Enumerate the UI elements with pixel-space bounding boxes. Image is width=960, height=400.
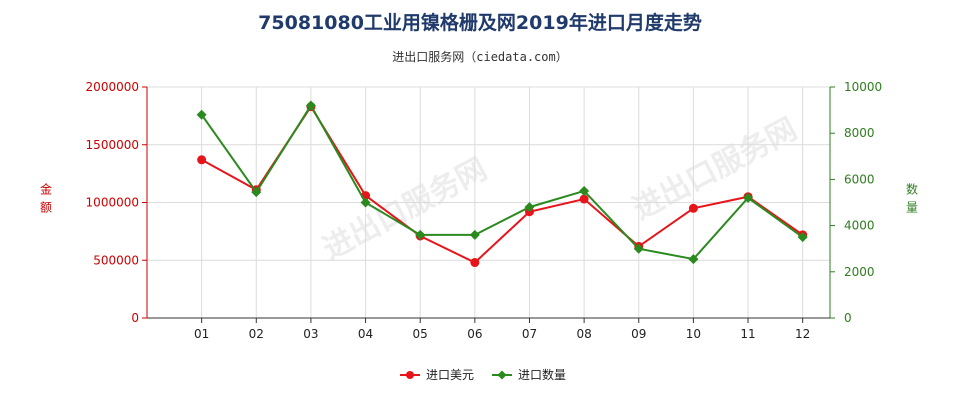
series-point-1 — [579, 194, 589, 204]
left-tick-label: 1000000 — [86, 196, 139, 210]
series-point-1 — [688, 203, 698, 213]
x-tick-label: 11 — [740, 327, 755, 341]
legend-marker — [406, 371, 414, 379]
x-tick-label: 03 — [303, 327, 318, 341]
x-tick-label: 01 — [194, 327, 209, 341]
left-axis-title: 金额 — [40, 182, 52, 215]
series-point-2 — [305, 100, 316, 111]
series-point-2 — [469, 229, 480, 240]
series-point-1 — [197, 155, 207, 165]
right-tick-label: 0 — [844, 311, 852, 325]
series-point-2 — [415, 229, 426, 240]
left-tick-label: 2000000 — [86, 80, 139, 94]
chart-subtitle: 进出口服务网（ciedata.com） — [392, 50, 568, 64]
left-tick-label: 1500000 — [86, 138, 139, 152]
x-tick-label: 12 — [795, 327, 810, 341]
right-tick-label: 10000 — [844, 80, 882, 94]
watermark-text: 进出口服务网 — [317, 152, 492, 267]
series-point-2 — [633, 243, 644, 254]
x-tick-label: 05 — [413, 327, 428, 341]
right-tick-label: 8000 — [844, 126, 875, 140]
series-point-2 — [524, 202, 535, 213]
series-point-2 — [688, 254, 699, 265]
left-tick-label: 0 — [131, 311, 139, 325]
legend-label: 进口美元 — [426, 368, 474, 382]
x-tick-label: 09 — [631, 327, 646, 341]
legend-label: 进口数量 — [518, 367, 566, 382]
left-tick-label: 500000 — [93, 253, 139, 267]
right-axis-title: 数量 — [906, 182, 918, 215]
series-point-2 — [196, 109, 207, 120]
series-point-2 — [797, 232, 808, 243]
watermark-text: 进出口服务网 — [627, 112, 802, 227]
x-tick-label: 08 — [576, 327, 591, 341]
chart-title: 75081080工业用镍格栅及网2019年进口月度走势 — [258, 12, 702, 34]
x-tick-label: 07 — [522, 327, 537, 341]
x-tick-label: 06 — [467, 327, 482, 341]
x-tick-label: 04 — [358, 327, 373, 341]
legend: 进口美元 进口数量 — [400, 367, 566, 382]
right-tick-label: 6000 — [844, 172, 875, 186]
series-point-2 — [743, 192, 754, 203]
series-point-2 — [360, 197, 371, 208]
series-point-1 — [470, 258, 480, 268]
x-tick-label: 10 — [686, 327, 701, 341]
series-point-2 — [251, 187, 262, 198]
x-tick-label: 02 — [249, 327, 264, 341]
legend-marker — [497, 370, 507, 380]
right-tick-label: 2000 — [844, 265, 875, 279]
series-line-2 — [200, 103, 804, 261]
right-tick-label: 4000 — [844, 219, 875, 233]
series-point-2 — [579, 185, 590, 196]
